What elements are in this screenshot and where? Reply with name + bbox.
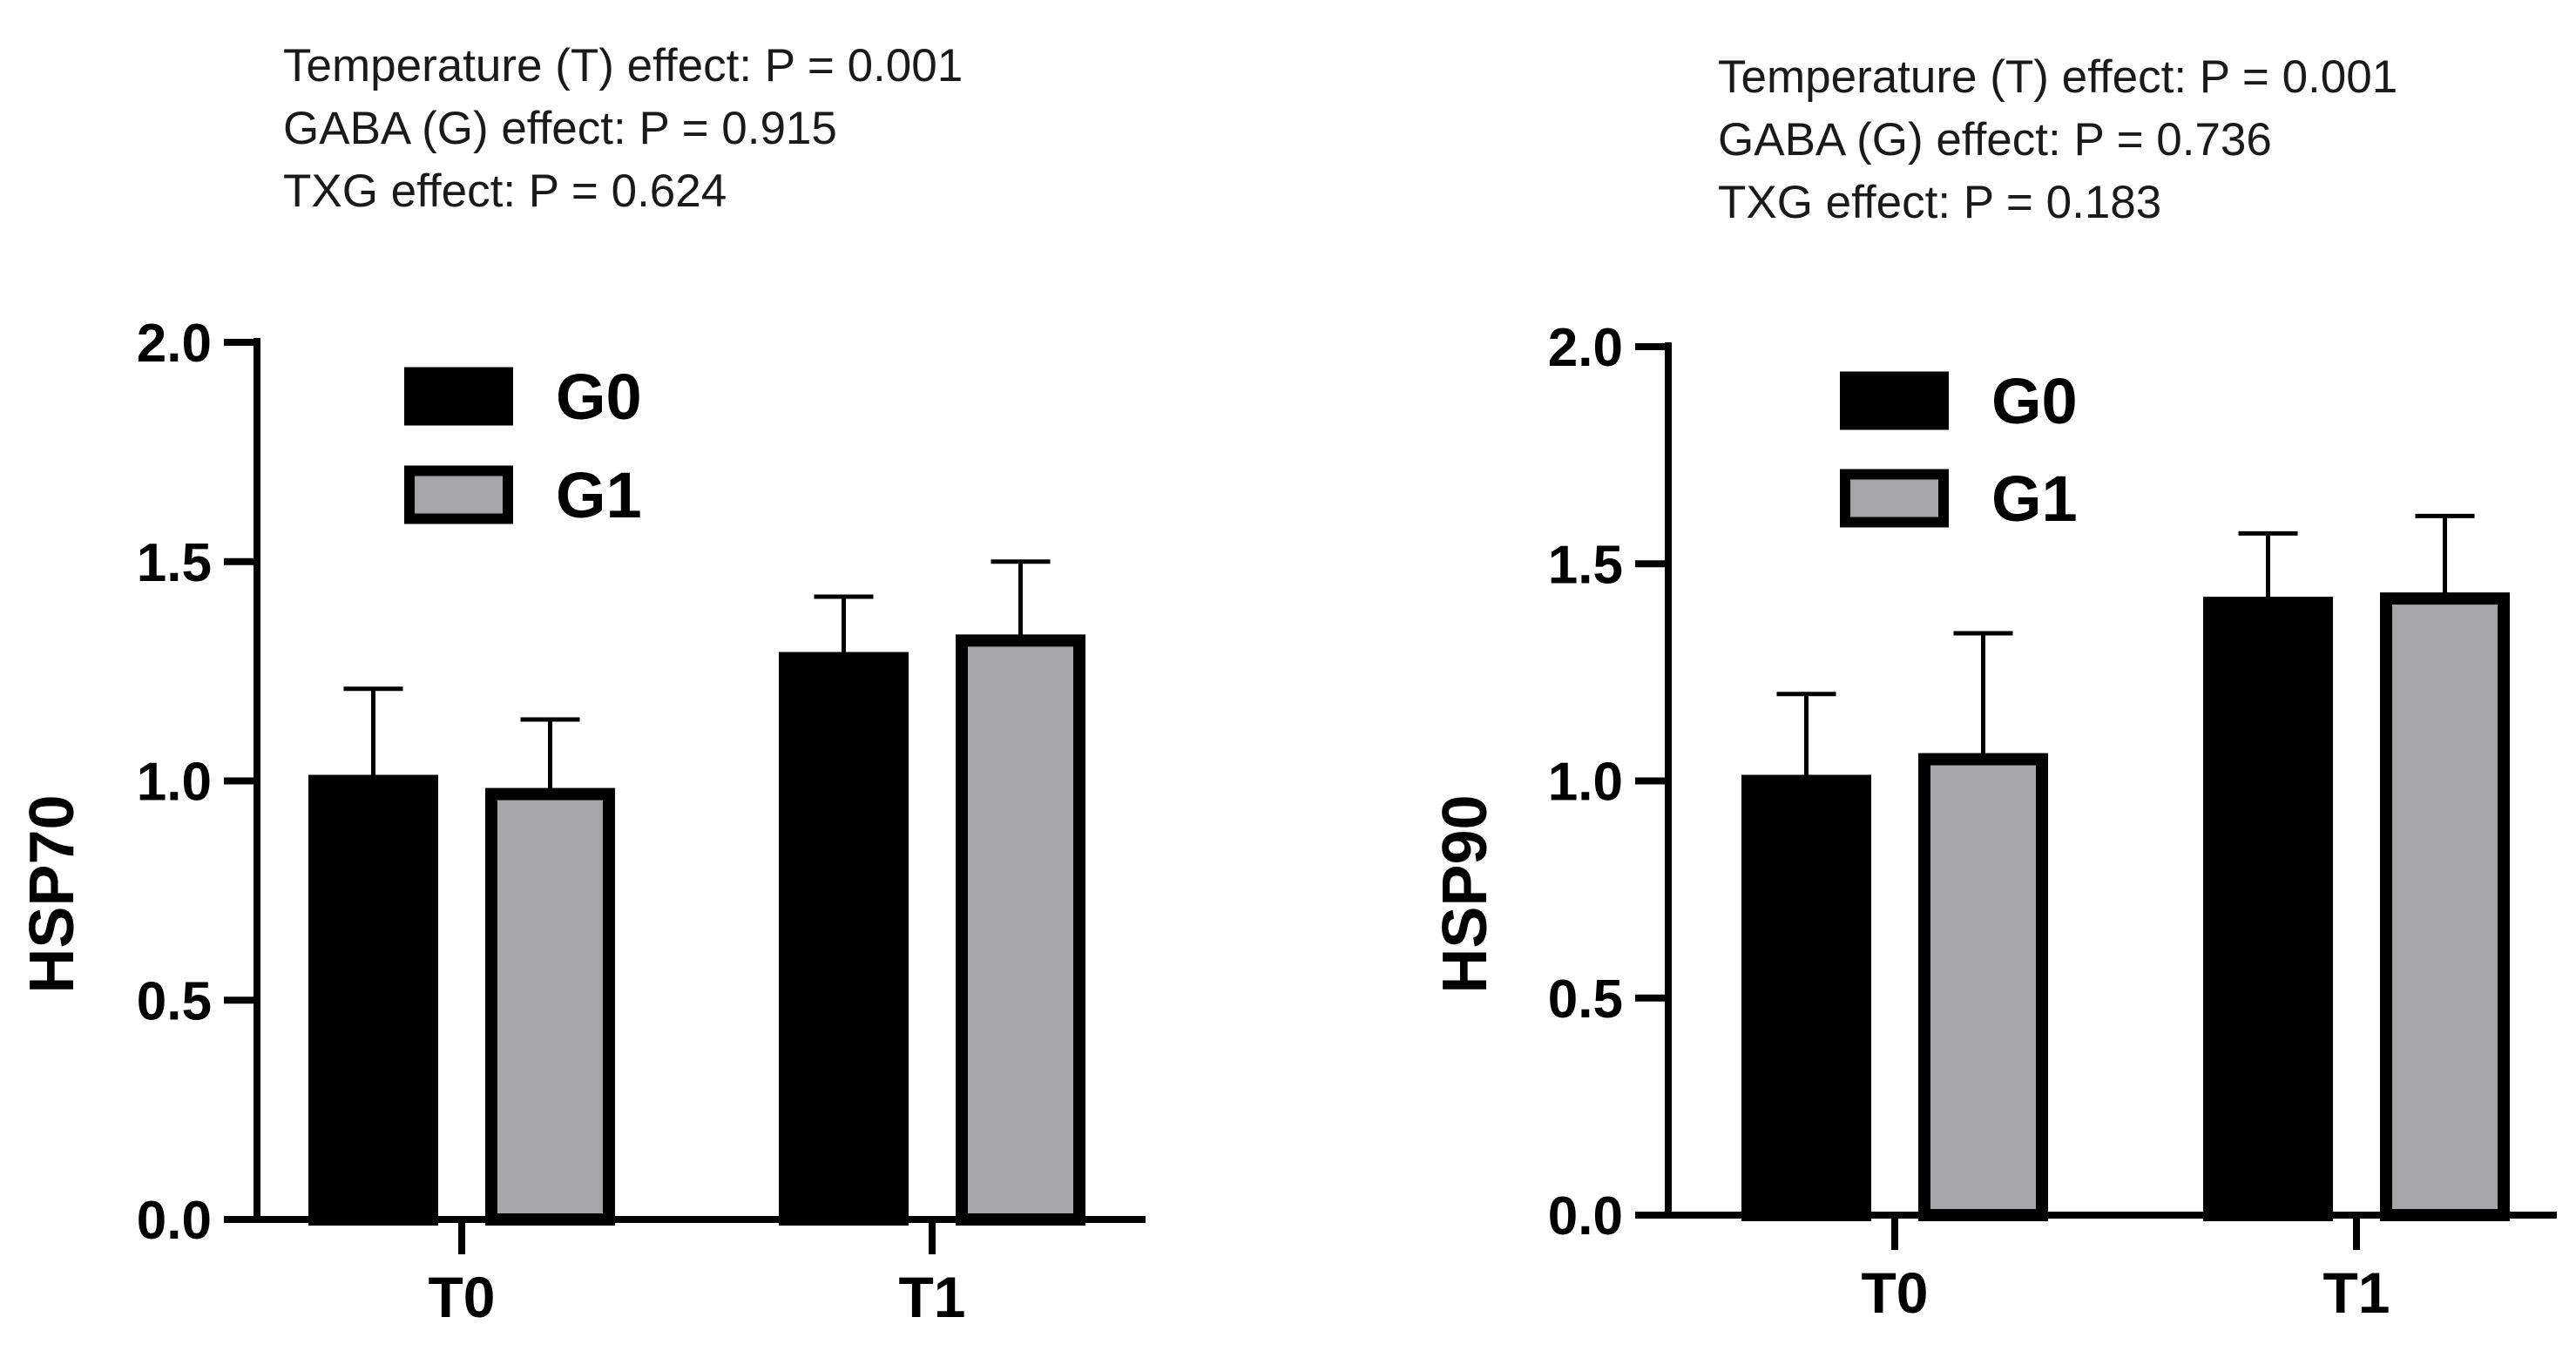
bar-g1-t0	[485, 787, 615, 1226]
chart-panel-hsp90: Temperature (T) effect: P = 0.001 GABA (G…	[1430, 51, 2557, 1325]
legend-label: G0	[1991, 365, 2078, 437]
x-category-label: T1	[2322, 1260, 2390, 1325]
x-category-label: T0	[1861, 1260, 1928, 1325]
stat-annotation: GABA (G) effect: P = 0.736	[1718, 114, 2272, 165]
stat-annotation: TXG effect: P = 0.624	[283, 165, 727, 217]
y-tick-label: 2.0	[137, 314, 212, 374]
y-axis-title: HSP70	[17, 794, 87, 993]
bar-g0-t0	[1741, 774, 1871, 1221]
y-tick-label: 0.5	[137, 971, 212, 1031]
legend-swatch-g0	[404, 367, 513, 426]
y-tick-label: 0.0	[1548, 1186, 1623, 1246]
legend-swatch-g1	[404, 465, 513, 524]
stat-annotation: Temperature (T) effect: P = 0.001	[1718, 51, 2397, 103]
legend-label: G0	[556, 361, 642, 433]
stat-annotation: GABA (G) effect: P = 0.915	[283, 103, 837, 154]
legend-swatch-g0	[1840, 371, 1949, 430]
y-tick-label: 1.0	[137, 753, 212, 813]
y-tick-label: 0.5	[1548, 969, 1623, 1030]
bar-g0-t1	[779, 652, 909, 1226]
chart-panel-hsp70: Temperature (T) effect: P = 0.001 GABA (G…	[17, 40, 1146, 1329]
bar-g1-t1	[956, 634, 1085, 1226]
y-axis-title: HSP90	[1430, 794, 1500, 993]
y-tick-label: 0.0	[137, 1191, 212, 1251]
y-tick-label: 1.5	[137, 533, 212, 593]
x-category-label: T0	[428, 1265, 495, 1329]
x-category-label: T1	[898, 1265, 965, 1329]
bar-g0-t1	[2203, 597, 2333, 1221]
legend-label: G1	[556, 459, 642, 531]
y-tick-label: 1.5	[1548, 535, 1623, 595]
bar-g1-t1	[2380, 592, 2510, 1221]
legend-swatch-g1	[1840, 469, 1949, 528]
y-tick-label: 1.0	[1548, 753, 1623, 813]
y-tick-label: 2.0	[1548, 318, 1623, 378]
stat-annotation: TXG effect: P = 0.183	[1718, 177, 2161, 228]
stat-annotation: Temperature (T) effect: P = 0.001	[283, 40, 963, 91]
legend-label: G1	[1991, 463, 2078, 535]
bar-g0-t0	[308, 774, 438, 1226]
bar-g1-t0	[1918, 753, 2048, 1221]
